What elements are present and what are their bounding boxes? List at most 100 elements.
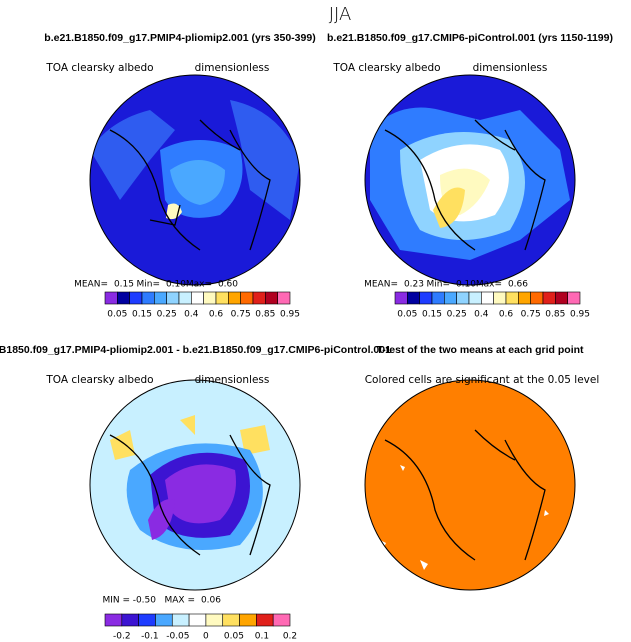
colorbar-label: 0.05 [397, 310, 417, 320]
colorbar-cell [456, 291, 470, 305]
colorbar-label: 0.15 [422, 310, 442, 320]
colorbar-cell [505, 291, 519, 305]
figure-title: JJA [329, 4, 352, 25]
colorbar-cell [567, 291, 581, 305]
colorbar-cell [555, 291, 568, 305]
colorbar-cell [419, 291, 433, 305]
colorbar-label: -0.05 [166, 632, 189, 642]
colorbar-cell [444, 291, 457, 305]
colorbar-cell [431, 291, 445, 305]
colorbar-cell [239, 613, 257, 627]
colorbar-cell [178, 291, 192, 305]
colorbar-cell [155, 613, 173, 627]
colorbar-cell [493, 291, 507, 305]
colorbar-cell [203, 291, 217, 305]
colorbar-label: 0.75 [231, 310, 251, 320]
colorbar-cell [104, 613, 123, 627]
stat-value: 0.15 [114, 280, 134, 290]
panel-title: b.e21.B1850.f09_g17.CMIP6-piControl.001 … [327, 32, 613, 44]
colorbar-cell [277, 291, 291, 305]
map-border [89, 379, 301, 591]
colorbar-cell [154, 291, 167, 305]
stat-label: MAX = [165, 596, 196, 606]
stat-label: MEAN= [74, 280, 108, 290]
colorbar-label: 0.05 [107, 310, 127, 320]
colorbar-cell [394, 291, 408, 305]
colorbar-label: -0.2 [113, 632, 131, 642]
variable-label: TOA clearsky albedo [332, 62, 440, 74]
map-1 [90, 75, 300, 285]
stat-value: 0.10 [166, 280, 186, 290]
map-2 [365, 75, 575, 285]
stat-label: Min= [426, 280, 450, 290]
colorbar-label: 0.85 [545, 310, 565, 320]
stat-value: 0.66 [508, 280, 528, 290]
colorbar-label: 0.95 [280, 310, 300, 320]
colorbar-label: 0.6 [209, 310, 224, 320]
colorbar-label: 0.4 [184, 310, 199, 320]
colorbar-cell [171, 613, 190, 627]
colorbar-label: 0.25 [157, 310, 177, 320]
colorbar-cell [542, 291, 556, 305]
colorbar-cell [117, 291, 130, 305]
colorbar-label: 0 [203, 632, 209, 642]
stat-label: MIN = [102, 596, 130, 606]
variable-label: TOA clearsky albedo [45, 62, 153, 74]
colorbar-cell [188, 613, 207, 627]
stat-value: 0.10 [456, 280, 476, 290]
colorbar-label: 0.95 [570, 310, 590, 320]
colorbar-label: 0.6 [499, 310, 514, 320]
colorbar-label: 0.05 [224, 632, 244, 642]
stat-label: Max= [186, 280, 212, 290]
colorbar-cell [256, 613, 274, 627]
colorbar-cell [228, 291, 241, 305]
variable-label: Colored cells are significant at the 0.0… [365, 374, 600, 386]
colorbar-cell [252, 291, 266, 305]
colorbar-label: 0.1 [255, 632, 269, 642]
colorbar-cell [121, 613, 139, 627]
colorbar-label: 0.85 [255, 310, 275, 320]
stat-value: 0.60 [218, 280, 238, 290]
colorbar-cell [191, 291, 204, 305]
stat-label: MEAN= [364, 280, 398, 290]
colorbar-cell [530, 291, 544, 305]
colorbar-cell [468, 291, 482, 305]
panel-title: T-test of the two means at each grid poi… [376, 344, 584, 356]
colorbar-label: 0.25 [447, 310, 467, 320]
colorbar-cell [240, 291, 254, 305]
panel-title: b.e21.B1850.f09_g17.PMIP4-pliomip2.001 -… [0, 344, 391, 356]
units-label: dimensionless [473, 62, 548, 74]
map-3 [90, 380, 300, 590]
colorbar-cell [138, 613, 156, 627]
units-label: dimensionless [195, 374, 270, 386]
units-label: dimensionless [195, 62, 270, 74]
stat-value: 0.23 [404, 280, 424, 290]
panel-title: b.e21.B1850.f09_g17.PMIP4-pliomip2.001 (… [44, 32, 315, 44]
colorbar-cell [166, 291, 180, 305]
variable-label: TOA clearsky albedo [45, 374, 153, 386]
colorbar-cell [481, 291, 494, 305]
colorbar-label: 0.15 [132, 310, 152, 320]
stat-label: Min= [136, 280, 160, 290]
colorbar-cell [518, 291, 531, 305]
colorbar-label: -0.1 [141, 632, 159, 642]
colorbar-label: 0.4 [474, 310, 489, 320]
colorbar-cell [265, 291, 278, 305]
colorbar-label: 0.75 [521, 310, 541, 320]
colorbar-cell [141, 291, 155, 305]
map-border [364, 379, 576, 591]
colorbar-cell [272, 613, 291, 627]
colorbar-cell [205, 613, 224, 627]
map-border [89, 74, 301, 286]
map-4 [365, 380, 575, 590]
colorbar-cell [129, 291, 143, 305]
stat-label: Max= [476, 280, 502, 290]
colorbar-label: 0.2 [283, 632, 297, 642]
map-border [364, 74, 576, 286]
colorbar-cell [407, 291, 420, 305]
colorbar-cell [222, 613, 240, 627]
colorbar-cell [104, 291, 118, 305]
colorbar-cell [215, 291, 229, 305]
stat-value: -0.50 [133, 596, 157, 606]
